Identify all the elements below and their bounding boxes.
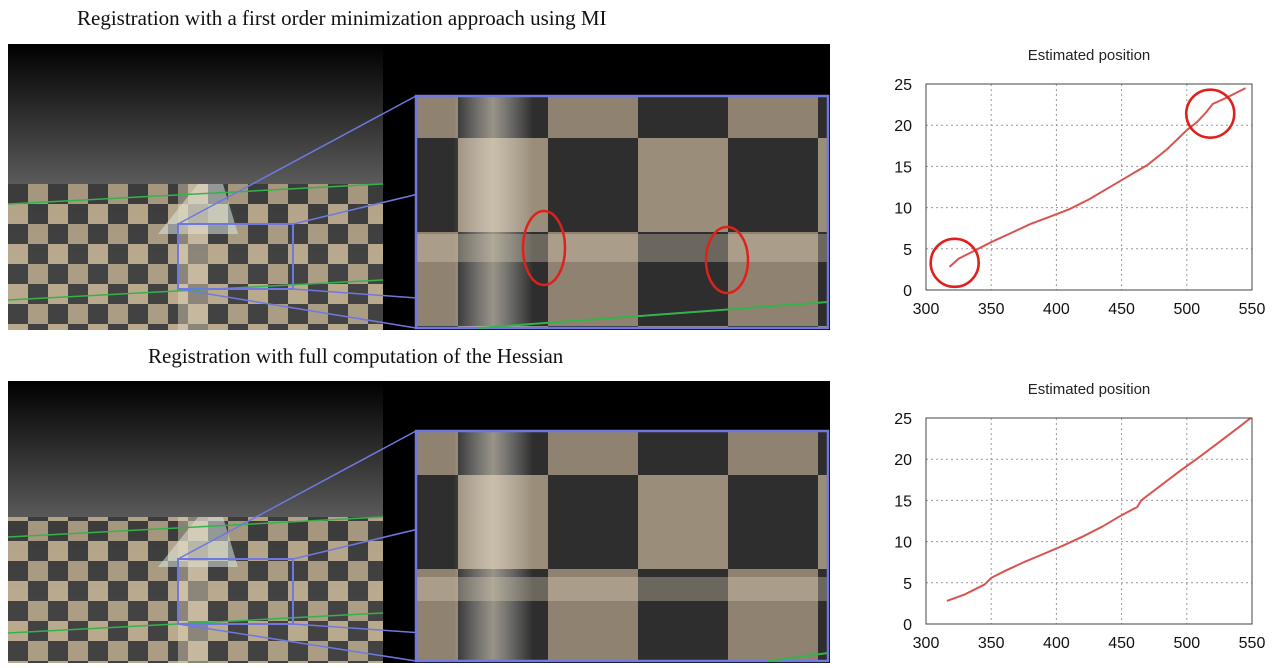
plot-border <box>925 83 1253 291</box>
x-tick-label: 500 <box>1173 635 1200 652</box>
x-tick-label: 300 <box>913 635 940 652</box>
chart-svg-1: Estimated position 300 350 400 450 500 550 0 5 10… <box>894 381 1266 652</box>
chart-title: Estimated position <box>1028 47 1151 64</box>
plot-border <box>925 417 1253 625</box>
x-tick-label: 450 <box>1108 635 1135 652</box>
highlight-circle <box>929 237 980 289</box>
registration-image-hessian <box>7 381 830 663</box>
plot-area <box>925 83 1253 291</box>
y-tick-label: 10 <box>894 535 912 552</box>
chart-estimated-position-first-order: Estimated position 300 350 400 450 500 550 0 5 10… <box>840 36 1270 328</box>
registration-image-first-order <box>7 44 830 330</box>
y-tick-label: 20 <box>894 118 912 135</box>
y-tick-label: 25 <box>894 411 912 428</box>
row-title-hessian: Registration with full computation of th… <box>148 344 564 368</box>
highlight-circle <box>1184 88 1236 139</box>
series-line <box>946 417 1252 602</box>
y-tick-label: 0 <box>903 283 912 300</box>
chart-title: Estimated position <box>1028 381 1151 398</box>
x-tick-label: 400 <box>1043 301 1070 318</box>
chart-estimated-position-hessian: Estimated position 300 350 400 450 500 550 0 5 10… <box>840 370 1270 662</box>
y-tick-label: 25 <box>894 77 912 94</box>
x-tick-label: 500 <box>1173 301 1200 318</box>
chart-svg-0: Estimated position 300 350 400 450 500 550 0 5 10… <box>894 47 1266 318</box>
y-tick-label: 0 <box>903 617 912 634</box>
x-tick-label: 350 <box>978 635 1005 652</box>
x-tick-label: 550 <box>1239 301 1266 318</box>
y-tick-label: 5 <box>903 242 912 259</box>
row-title-first-order: Registration with a first order minimiza… <box>77 6 607 30</box>
y-tick-label: 5 <box>903 576 912 593</box>
plot-area <box>925 417 1253 625</box>
x-tick-label: 550 <box>1239 635 1266 652</box>
y-tick-label: 15 <box>894 493 912 510</box>
series-line <box>948 87 1246 268</box>
x-tick-label: 450 <box>1108 301 1135 318</box>
y-tick-label: 15 <box>894 159 912 176</box>
y-tick-label: 10 <box>894 201 912 218</box>
x-tick-label: 300 <box>913 301 940 318</box>
x-tick-label: 350 <box>978 301 1005 318</box>
x-tick-label: 400 <box>1043 635 1070 652</box>
y-tick-label: 20 <box>894 452 912 469</box>
